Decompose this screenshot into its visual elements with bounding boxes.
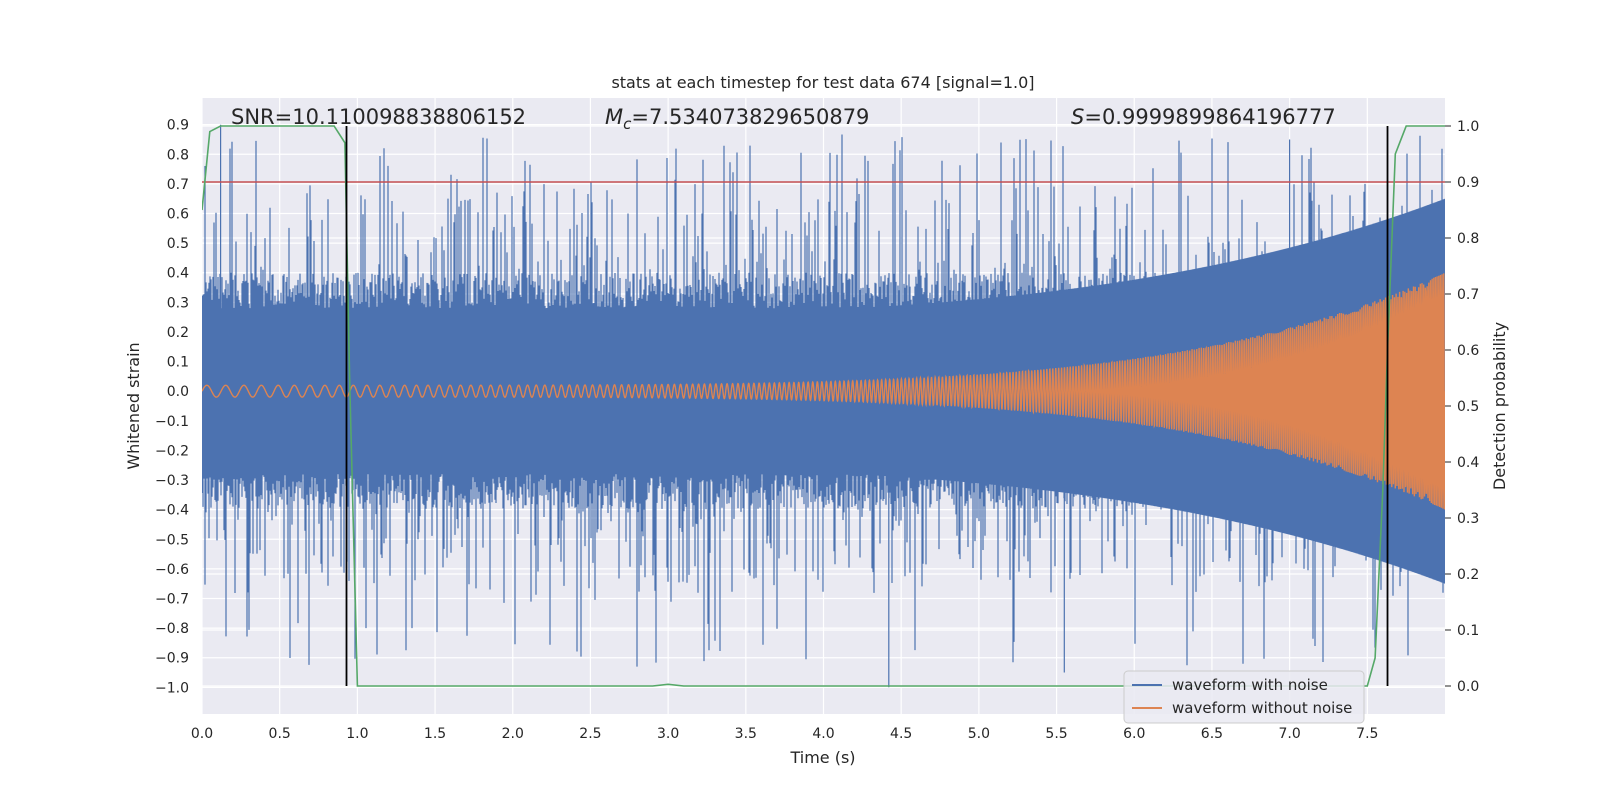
y-tick-label: 0.0	[167, 384, 189, 400]
plot-area	[202, 124, 1445, 688]
x-tick-label: 5.5	[1045, 726, 1067, 742]
y-tick-label: 0.1	[167, 355, 189, 371]
x-tick-label: 0.0	[191, 726, 213, 742]
y-tick-label: −0.5	[155, 532, 189, 548]
y-tick-label: 0.5	[167, 236, 189, 252]
y2-tick-label: 0.2	[1457, 567, 1479, 583]
x-tick-label: 6.0	[1123, 726, 1145, 742]
y-tick-label: −0.4	[155, 503, 189, 519]
y2-tick-label: 0.5	[1457, 399, 1479, 415]
x-tick-label: 5.0	[968, 726, 990, 742]
y2-tick-label: 0.9	[1457, 175, 1479, 191]
y2-tick-label: 1.0	[1457, 119, 1479, 135]
series-detection-probability	[202, 125, 1445, 687]
x-tick-label: 1.5	[424, 726, 446, 742]
legend-label-noisy: waveform with noise	[1172, 676, 1328, 694]
y2-tick-label: 0.7	[1457, 287, 1479, 303]
legend: waveform with noise waveform without noi…	[1123, 670, 1365, 724]
x-tick-label: 0.5	[269, 726, 291, 742]
y2-axis-label: Detection probability	[1490, 322, 1509, 490]
score-annotation: S=0.9999899864196777	[1071, 105, 1336, 129]
chart-title: stats at each timestep for test data 674…	[611, 73, 1034, 92]
y-tick-label: −0.8	[155, 621, 189, 637]
y-tick-label: −0.6	[155, 562, 189, 578]
chirp-mass-annotation: Mc=7.534073829650879	[605, 105, 869, 133]
y2-tick-label: 0.0	[1457, 679, 1479, 695]
legend-box	[1123, 670, 1365, 724]
x-tick-label: 3.5	[735, 726, 757, 742]
y-tick-label: −0.7	[155, 592, 189, 608]
x-tick-label: 7.5	[1356, 726, 1378, 742]
legend-label-clean: waveform without noise	[1172, 699, 1352, 717]
y2-tick-label: 0.8	[1457, 231, 1479, 247]
x-tick-label: 2.0	[502, 726, 524, 742]
x-axis-label: Time (s)	[789, 748, 855, 767]
x-tick-label: 4.5	[890, 726, 912, 742]
y-tick-label: 0.9	[167, 118, 189, 134]
y-tick-label: 0.6	[167, 207, 189, 223]
y-tick-label: −0.3	[155, 473, 189, 489]
y-tick-label: 0.2	[167, 325, 189, 341]
y-tick-label: −0.1	[155, 414, 189, 430]
y2-tick-label: 0.6	[1457, 343, 1479, 359]
y-tick-label: 0.4	[167, 266, 189, 282]
y-axis-label: Whitened strain	[124, 342, 143, 469]
chirp-mass-value: =7.534073829650879	[631, 105, 869, 129]
x-tick-label: 3.0	[657, 726, 679, 742]
x-tick-label: 6.5	[1201, 726, 1223, 742]
y2-tick-label: 0.3	[1457, 511, 1479, 527]
y-tick-label: −0.9	[155, 651, 189, 667]
series-waveform-without-noise	[202, 273, 1445, 510]
x-tick-label: 1.0	[346, 726, 368, 742]
y2-tick-label: 0.1	[1457, 623, 1479, 639]
score-symbol: S	[1071, 105, 1084, 129]
chirp-mass-subscript: c	[623, 115, 632, 133]
y-tick-label: 0.8	[167, 147, 189, 163]
x-tick-label: 2.5	[579, 726, 601, 742]
x-tick-label: 7.0	[1278, 726, 1300, 742]
score-value: =0.9999899864196777	[1084, 105, 1335, 129]
y2-tick-label: 0.4	[1457, 455, 1479, 471]
chirp-mass-symbol: M	[605, 105, 623, 129]
y-tick-label: −1.0	[155, 680, 189, 696]
y-tick-label: 0.3	[167, 295, 189, 311]
x-tick-label: 4.0	[812, 726, 834, 742]
y-tick-label: −0.2	[155, 443, 189, 459]
y-tick-label: 0.7	[167, 177, 189, 193]
axes: 0.0 0.5 1.0 1.5 2.0 2.5 3.0 3.5 4.0 4.5 5.0 5.5 6.0 6…	[155, 118, 1479, 742]
snr-annotation: SNR=10.110098838806152	[231, 105, 526, 129]
